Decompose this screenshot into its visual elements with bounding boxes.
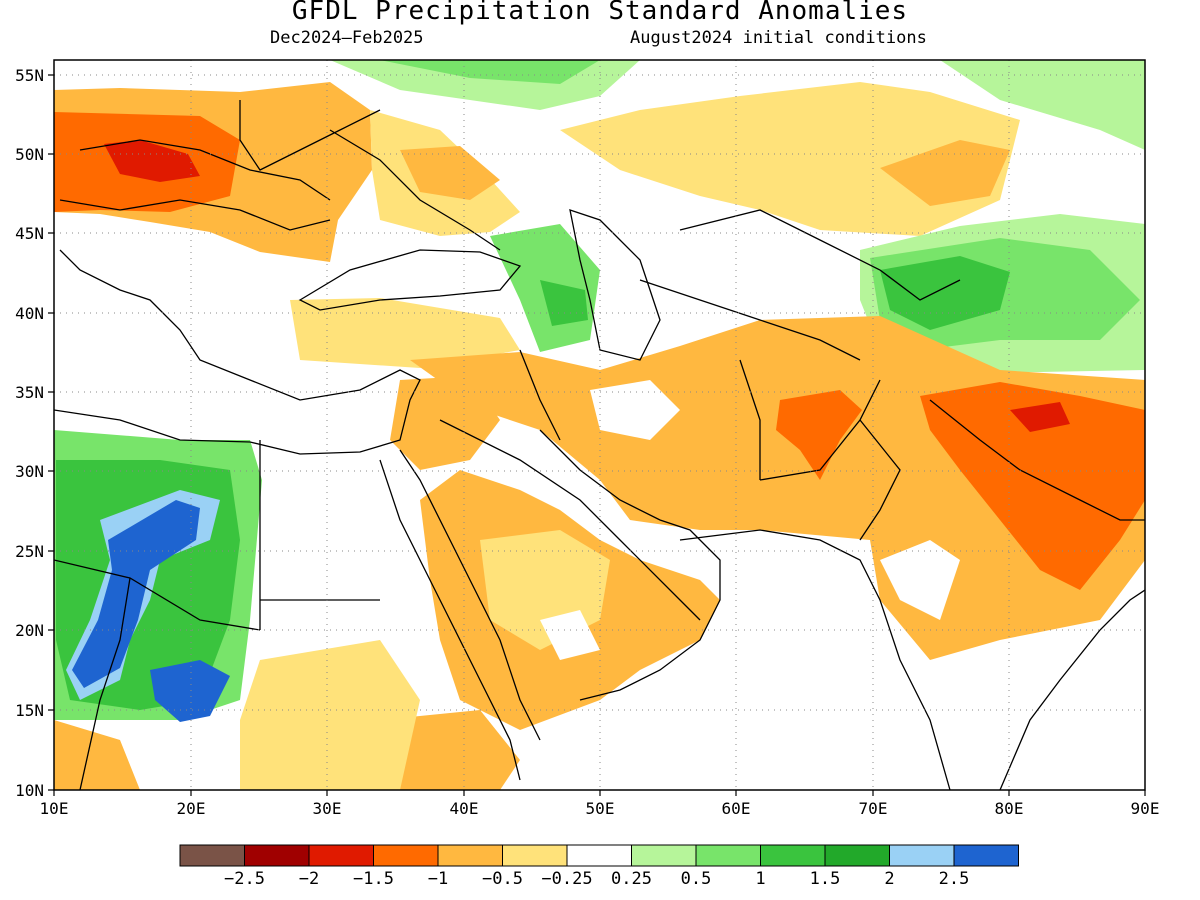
lon-label: 20E: [177, 799, 206, 818]
lon-labels: 10E 20E 30E 40E 50E 60E 70E 80E 90E: [40, 799, 1160, 818]
anomaly-region-kazakh-orange: [880, 140, 1010, 206]
border-iran-afghan: [739, 359, 761, 480]
coast-red-sea-east: [399, 449, 541, 741]
colorbar-label: 1.5: [810, 869, 841, 889]
border-europe-3: [239, 100, 381, 171]
colorbar-label: 2: [884, 869, 894, 889]
anomaly-field: [54, 60, 1145, 790]
lat-label: 50N: [15, 145, 44, 164]
colorbar-swatch: [502, 844, 568, 867]
anomaly-region-iran-light: [590, 380, 680, 440]
border-chad: [54, 559, 261, 631]
colorbar-swatch: [824, 844, 890, 867]
colorbar-label: 2.5: [939, 869, 970, 889]
lat-label: 20N: [15, 621, 44, 640]
anomaly-region-chad-blue-2: [150, 660, 230, 722]
lon-label: 30E: [313, 799, 342, 818]
anomaly-region-ne: [940, 60, 1145, 150]
border-central-asia: [639, 279, 861, 361]
anomaly-region-libya-edge: [54, 720, 140, 790]
colorbar-swatch: [760, 844, 826, 867]
border-kazakh: [679, 209, 961, 301]
anomaly-region-turkey: [290, 298, 520, 368]
colorbar-swatch: [953, 844, 1019, 867]
coast-caspian: [569, 209, 661, 361]
colorbar: −2.5 −2 −1.5 −1 −0.5 −0.25 0.25 0.5 1 1.5 2 2.5: [179, 844, 1019, 889]
anomaly-region-caucasus-core: [540, 280, 588, 326]
initial-conditions: August2024 initial conditions: [630, 28, 927, 48]
lat-label: 30N: [15, 462, 44, 481]
border-iran-west: [519, 349, 561, 441]
coast-black-sea: [298, 249, 522, 311]
border-europe-2: [59, 199, 331, 231]
border-saudi: [439, 419, 701, 621]
lat-label: 40N: [15, 304, 44, 323]
lat-label: 35N: [15, 383, 44, 402]
anomaly-region-chad-blue: [72, 500, 200, 688]
anomaly-region-himalaya: [920, 382, 1145, 590]
colorbar-swatch: [437, 844, 503, 867]
anomaly-region-sahel-yellow: [240, 640, 420, 790]
colorbar-swatch: [695, 844, 761, 867]
ticks: [48, 74, 1146, 796]
colorbar-label: −0.25: [541, 869, 592, 889]
colorbar-label: 0.5: [681, 869, 712, 889]
anomaly-region-kazakh-north: [560, 82, 1020, 236]
border-europe-1: [79, 139, 331, 201]
lat-label: 10N: [15, 781, 44, 800]
colorbar-swatch: [244, 844, 310, 867]
colorbar-swatch: [889, 844, 955, 867]
border-pak-india: [859, 419, 901, 541]
anomaly-region-kyrgyz: [880, 256, 1010, 330]
coast-red-sea: [379, 459, 521, 781]
lat-label: 45N: [15, 224, 44, 243]
lon-label: 90E: [1131, 799, 1160, 818]
border-afghan-pak: [759, 379, 881, 481]
lat-label: 15N: [15, 701, 44, 720]
anomaly-region-ukraine-2: [400, 146, 500, 200]
forecast-period: Dec2024–Feb2025: [270, 28, 424, 48]
colorbar-swatch: [308, 844, 374, 867]
lat-label: 25N: [15, 542, 44, 561]
lat-label: 55N: [15, 66, 44, 85]
border-russia: [329, 129, 501, 251]
lon-label: 40E: [450, 799, 479, 818]
coast-mediterranean: [54, 249, 421, 455]
lon-label: 80E: [995, 799, 1024, 818]
colorbar-swatch: [179, 844, 245, 867]
colorbar-label: −1.5: [353, 869, 394, 889]
lon-label: 50E: [586, 799, 615, 818]
anomaly-region-siberia-core: [380, 60, 600, 84]
coast-bay-bengal: [999, 589, 1145, 790]
colorbar-label: −2: [299, 869, 319, 889]
lon-label: 10E: [40, 799, 69, 818]
colorbar-swatch: [566, 844, 632, 867]
boundaries: [54, 100, 1145, 790]
border-himalaya: [929, 399, 1145, 521]
border-chad-2: [79, 577, 131, 790]
coast-persian-gulf: [539, 429, 721, 701]
colorbar-label: −1: [428, 869, 448, 889]
map-title: GFDL Precipitation Standard Anomalies: [291, 0, 909, 26]
colorbar-swatch: [631, 844, 697, 867]
colorbar-label: 1: [755, 869, 765, 889]
colorbar-label: −0.5: [482, 869, 523, 889]
anomaly-region-india-white: [880, 540, 960, 620]
colorbar-label: 0.25: [611, 869, 652, 889]
lon-label: 70E: [859, 799, 888, 818]
anomaly-region-czech: [104, 140, 200, 182]
anomaly-region-arabia-white: [540, 610, 600, 660]
lat-labels: 55N 50N 45N 40N 35N 30N 25N 20N 15N 10N: [15, 66, 44, 800]
anomaly-region-yemen: [380, 710, 520, 790]
anomaly-region-afghanistan: [776, 390, 862, 480]
colorbar-swatch: [373, 844, 439, 867]
colorbar-label: −2.5: [224, 869, 265, 889]
lon-label: 60E: [722, 799, 751, 818]
anomaly-region-nepal: [1010, 402, 1070, 432]
